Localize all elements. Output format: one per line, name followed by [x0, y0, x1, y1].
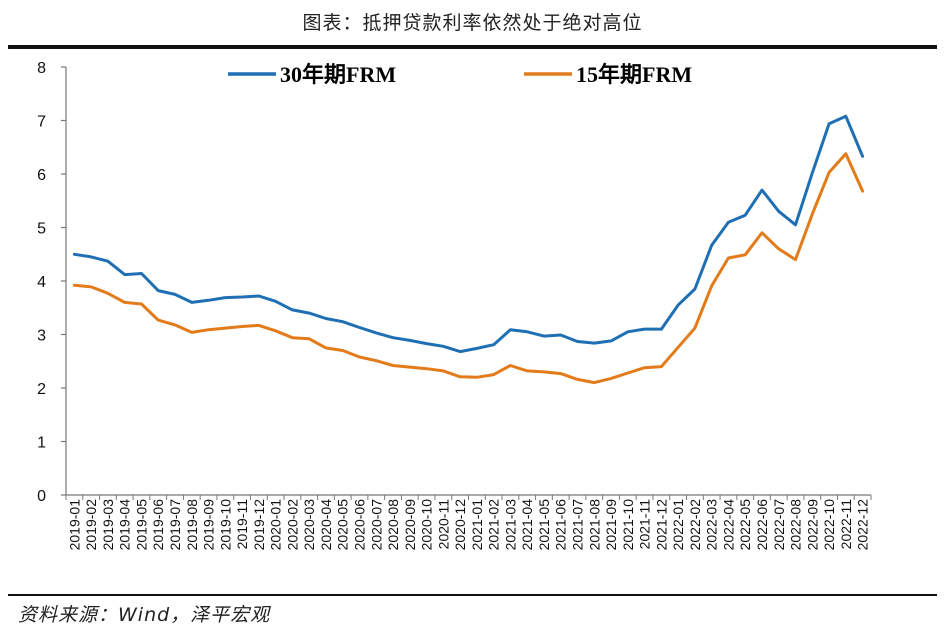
x-tick-label: 2019-01 — [66, 499, 82, 551]
x-tick-label: 2022-07 — [771, 499, 787, 551]
top-rule — [8, 45, 937, 49]
x-tick-label: 2019-03 — [100, 499, 116, 551]
series-lines — [72, 114, 865, 385]
x-tick-label: 2020-04 — [318, 499, 334, 551]
x-tick-label: 2020-02 — [284, 499, 300, 551]
x-tick-label: 2020-07 — [368, 499, 384, 551]
x-tick-label: 2021-12 — [653, 499, 669, 551]
x-tick-label: 2021-03 — [502, 499, 518, 551]
x-tick-label: 2021-07 — [570, 499, 586, 551]
y-tick-label: 1 — [37, 435, 46, 452]
x-tick-label: 2022-08 — [788, 499, 804, 551]
x-tick-label: 2019-04 — [117, 499, 133, 551]
x-tick-label: 2021-04 — [519, 499, 535, 551]
x-tick-label: 2019-06 — [150, 499, 166, 551]
x-tick-label: 2020-05 — [335, 499, 351, 551]
x-tick-label: 2019-08 — [184, 499, 200, 551]
x-tick-label: 2021-11 — [637, 499, 653, 550]
x-tick-label: 2019-12 — [251, 499, 267, 551]
x-tick-label: 2022-02 — [687, 499, 703, 551]
x-tick-label: 2021-09 — [603, 499, 619, 551]
x-tick-label: 2021-02 — [486, 499, 502, 551]
x-tick-label: 2022-09 — [804, 499, 820, 551]
x-tick-label: 2020-06 — [351, 499, 367, 551]
x-tick-label: 2019-05 — [133, 499, 149, 551]
y-tick-label: 5 — [37, 221, 46, 238]
x-tick-label: 2022-01 — [670, 499, 686, 551]
x-tick-label: 2019-02 — [83, 499, 99, 551]
x-tick-label: 2022-06 — [754, 499, 770, 551]
source-note: 资料来源：Wind，泽平宏观 — [18, 604, 271, 626]
x-tick-label: 2019-10 — [217, 499, 233, 551]
x-tick-label: 2022-11 — [838, 499, 854, 550]
bottom-rule — [8, 594, 937, 596]
x-tick-label: 2020-01 — [268, 499, 284, 551]
x-tick-label: 2019-07 — [167, 499, 183, 551]
series-line-30yr — [72, 114, 865, 354]
x-tick-label: 2020-03 — [301, 499, 317, 551]
legend: 30年期FRM 15年期FRM — [228, 62, 692, 87]
y-tick-label: 2 — [37, 381, 46, 398]
x-tick-label: 2019-11 — [234, 499, 250, 550]
y-tick-label: 0 — [37, 488, 46, 505]
x-tick-label: 2021-06 — [553, 499, 569, 551]
y-tick-label: 8 — [37, 60, 46, 77]
x-tick-label: 2020-12 — [452, 499, 468, 551]
y-tick-label: 4 — [37, 274, 46, 291]
y-tick-label: 7 — [37, 114, 46, 131]
legend-label: 30年期FRM — [280, 62, 396, 87]
y-tick-label: 6 — [37, 167, 46, 184]
x-tick-label: 2021-05 — [536, 499, 552, 551]
x-tick-label: 2022-12 — [855, 499, 871, 551]
x-tick-label: 2021-01 — [469, 499, 485, 551]
x-tick-label: 2020-08 — [385, 499, 401, 551]
x-tick-label: 2021-08 — [586, 499, 602, 551]
x-tick-label: 2022-10 — [821, 499, 837, 551]
x-tick-label: 2022-05 — [737, 499, 753, 551]
x-tick-label: 2020-11 — [435, 499, 451, 550]
series-line-15yr — [72, 152, 865, 385]
x-tick-label: 2022-03 — [704, 499, 720, 551]
x-tick-label: 2020-10 — [419, 499, 435, 551]
chart-title: 图表：抵押贷款利率依然处于绝对高位 — [302, 12, 643, 34]
legend-label: 15年期FRM — [576, 62, 692, 87]
x-tick-label: 2022-04 — [720, 499, 736, 551]
y-tick-label: 3 — [37, 328, 46, 345]
x-tick-label: 2021-10 — [620, 499, 636, 551]
x-tick-label: 2020-09 — [402, 499, 418, 551]
x-tick-label: 2019-09 — [201, 499, 217, 551]
